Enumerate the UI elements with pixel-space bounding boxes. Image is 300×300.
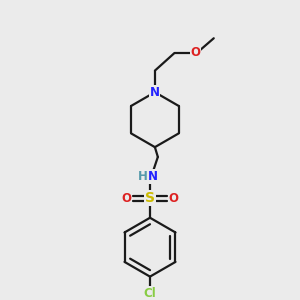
Text: O: O: [122, 192, 131, 205]
Text: N: N: [150, 86, 160, 99]
Text: O: O: [169, 192, 178, 205]
Text: S: S: [145, 191, 155, 205]
Text: O: O: [190, 46, 200, 59]
Text: N: N: [148, 170, 158, 183]
Text: Cl: Cl: [144, 287, 156, 300]
Text: H: H: [138, 170, 148, 183]
